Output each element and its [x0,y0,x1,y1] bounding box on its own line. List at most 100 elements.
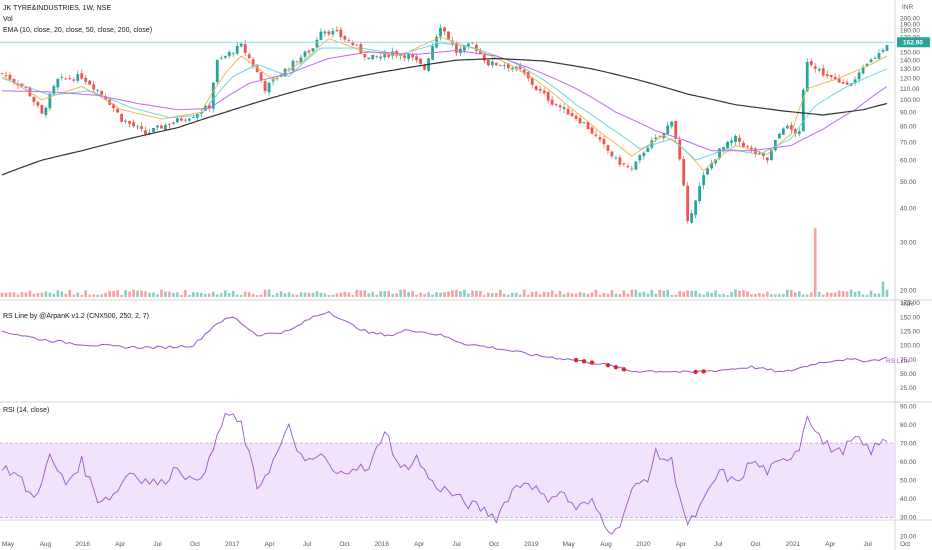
candle-body [626,166,630,168]
vol-label: Vol [3,16,13,23]
rs-tick-label: 125.00 [900,328,920,335]
candle-body [562,107,566,109]
volume-bar [742,290,745,297]
price-tick-label: 150.00 [900,49,920,56]
candle-body [710,162,713,169]
rsi-tick-label: 90.00 [900,403,917,410]
volume-bar [837,290,841,297]
candle-body [758,152,761,154]
rsi-tick-label: 50.00 [900,478,917,485]
volume-bar [339,292,343,297]
volume-bar [431,294,434,297]
volume-bar [849,289,853,297]
candle-body [76,74,80,81]
volume-bar [168,291,171,297]
volume-bar [467,293,470,297]
candle-body [447,31,450,40]
candle-body [885,45,889,51]
x-tick-label: Oct [750,541,760,548]
x-tick-label: Jul [303,541,312,548]
candle-body [463,45,466,51]
x-tick-label: Apr [265,541,276,548]
volume-bar [235,294,239,297]
candle-body [785,126,789,129]
volume-bar [542,291,546,297]
candle-body [407,54,411,59]
volume-bars [0,228,889,297]
volume-bar [758,293,761,297]
candle-body [343,35,347,40]
volume-bar [443,292,446,297]
candle-body [797,131,801,135]
volume-bar [873,293,877,297]
volume-bar [841,291,845,297]
rsi-tick-label: 60.00 [900,459,917,466]
x-tick-label: 2017 [225,541,240,548]
candle-body [610,151,614,157]
candle-body [195,113,199,118]
volume-bar [726,295,729,297]
price-tick-label: 140.00 [900,57,920,64]
candle-body [124,120,127,122]
candle-body [92,84,96,90]
candle-body [423,65,426,70]
candle-body [698,186,702,202]
volume-bar [419,292,422,297]
candle-body [355,44,359,46]
volume-bar [630,289,634,297]
volume-bar [319,292,323,297]
volume-bar [678,291,682,297]
volume-bar [491,293,494,297]
candle-body [8,74,12,80]
rs-tick-label: 100.00 [900,343,920,350]
volume-bar [16,294,20,297]
candle-body [474,44,478,52]
candle-body [467,43,470,47]
volume-bar [4,292,8,297]
rs-legend: RS Line [886,358,910,365]
volume-bar [32,293,36,297]
price-tick-label: 40.00 [900,205,917,212]
candle-body [267,82,271,93]
volume-bar [881,281,885,297]
candle-body [335,29,339,32]
volume-bar [694,290,697,297]
volume-bar [558,290,562,297]
volume-bar [164,291,167,297]
price-tick-label: 200.00 [900,15,920,22]
candle-body [614,157,618,159]
candle-body [734,135,737,142]
volume-bar [387,290,390,297]
candle-body [714,159,717,164]
candle-body [116,108,120,113]
candle-body [634,161,638,170]
candle-body [574,115,578,119]
candle-body [730,140,733,143]
price-tick-label: 80.00 [900,124,917,131]
candle-body [187,118,191,121]
volume-bar [734,289,737,297]
candle-body [586,121,590,130]
rsi-tick-label: 20.00 [900,533,917,540]
candle-body [566,108,570,115]
rs-tick-label: 150.00 [900,314,920,321]
rs-tick-label: 25.00 [900,385,917,392]
volume-bar [885,289,889,297]
volume-bar [427,292,430,297]
volume-bar [247,292,251,297]
volume-bar [120,294,123,297]
candle-body [646,147,650,152]
x-tick-label: May [562,541,575,548]
volume-bar [546,292,550,297]
candle-body [36,102,40,106]
volume-bar [698,293,701,297]
axes: 200.00190.00180.00170.00160.00150.00140.… [2,15,920,548]
candle-body [750,147,753,150]
x-tick-label: Aug [600,541,612,548]
candle-body [494,62,498,66]
candle-body [263,81,267,92]
candle-body [391,51,395,56]
volume-bar [586,293,590,297]
volume-bar [686,290,689,297]
rsi-tick-label: 40.00 [900,496,917,503]
